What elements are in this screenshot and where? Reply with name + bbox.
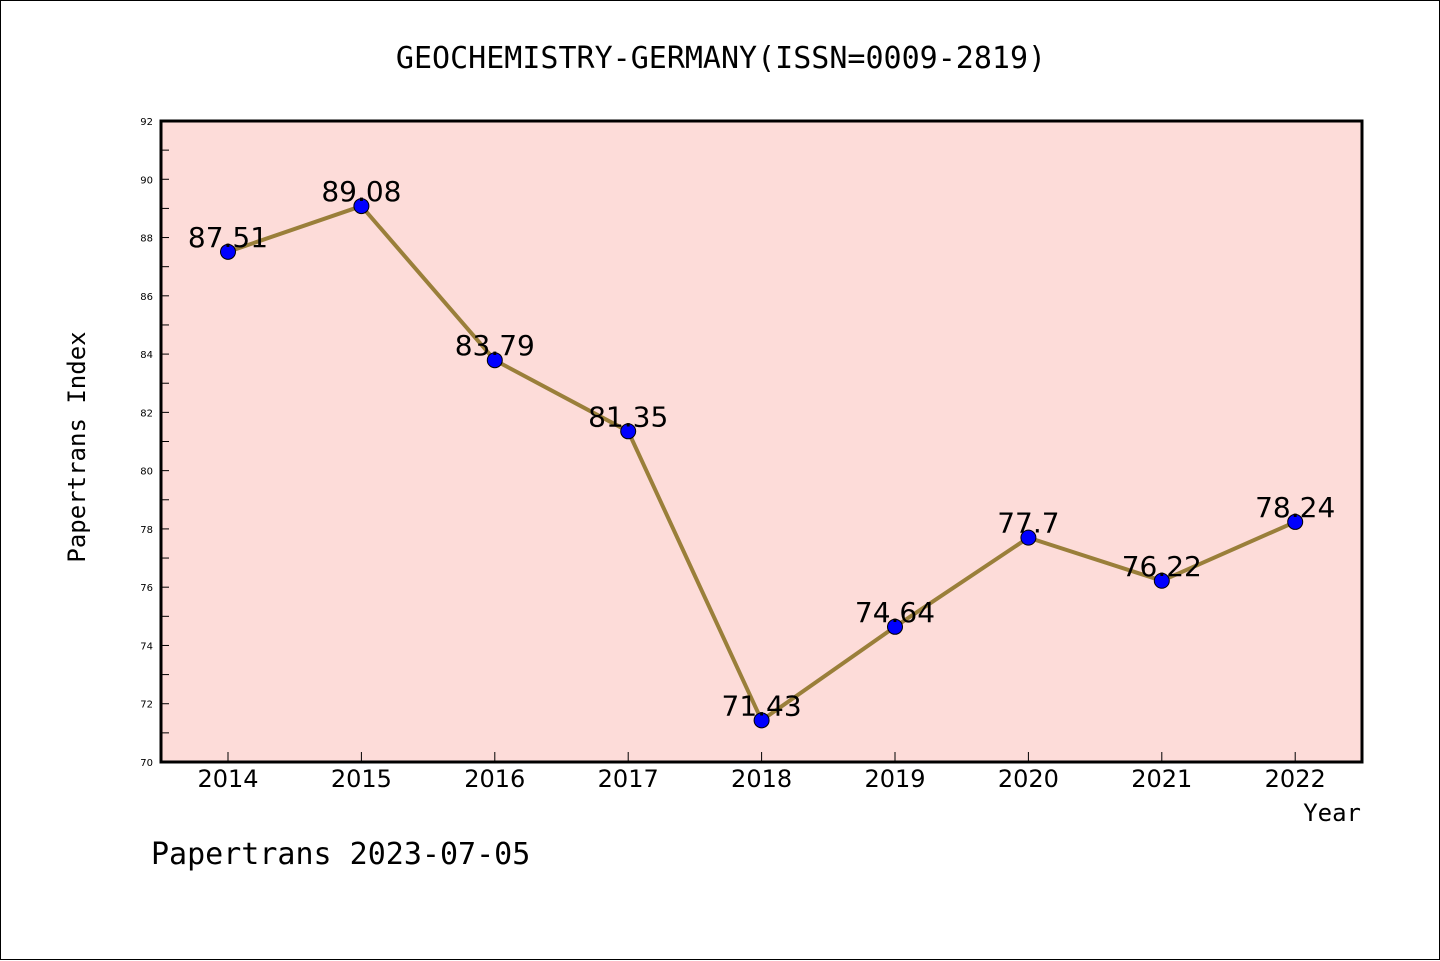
data-label: 74.64 [855, 596, 935, 629]
x-tick-label: 2021 [1131, 765, 1192, 793]
data-point [1153, 572, 1170, 589]
y-axis-ticks: 70 72 74 76 78 80 82 84 86 88 90 92 [140, 117, 169, 769]
plot-area [161, 121, 1362, 762]
data-label: 71.43 [722, 689, 802, 722]
y-tick-label: 88 [140, 234, 153, 245]
y-tick-label: 82 [140, 408, 153, 419]
data-label: 87.51 [188, 221, 268, 254]
data-point [486, 352, 503, 369]
series-layer: 87.51 89.08 83.79 81.35 71.43 74.64 77.7 76.22 7… [188, 175, 1335, 729]
chart-title: GEOCHEMISTRY-GERMANY(ISSN=0009-2819) [396, 41, 1046, 76]
y-tick-label: 72 [140, 700, 153, 711]
y-tick-label: 70 [140, 758, 153, 769]
y-tick-label: 74 [140, 641, 153, 652]
data-point [753, 712, 770, 729]
x-tick-label: 2014 [197, 765, 258, 793]
plot-border [159, 119, 1364, 764]
y-tick-label: 84 [140, 350, 153, 361]
y-tick-label: 86 [140, 292, 153, 303]
footer-credit: Papertrans 2023-07-05 [151, 837, 530, 872]
data-point [887, 618, 903, 635]
x-tick-label: 2016 [464, 765, 525, 793]
data-label: 76.22 [1122, 550, 1202, 583]
data-label: 78.24 [1255, 491, 1335, 524]
x-tick-label: 2022 [1265, 765, 1326, 793]
data-point [620, 423, 637, 440]
y-tick-label: 76 [140, 583, 153, 594]
x-tick-label: 2020 [998, 765, 1059, 793]
data-point [220, 243, 236, 260]
data-label: 83.79 [455, 329, 535, 362]
y-tick-label: 80 [140, 467, 153, 478]
data-point [1020, 529, 1037, 546]
y-axis-label: Papertrans Index [63, 331, 91, 562]
x-tick-label: 2018 [731, 765, 792, 793]
y-tick-label: 78 [140, 525, 153, 536]
data-point [1287, 513, 1304, 530]
x-tick-label: 2017 [598, 765, 659, 793]
x-axis-label: Year [1303, 799, 1361, 827]
y-tick-label: 92 [140, 117, 153, 128]
data-label: 89.08 [321, 175, 401, 208]
x-tick-label: 2015 [331, 765, 392, 793]
data-label: 81.35 [588, 400, 668, 433]
data-point [353, 198, 370, 215]
y-tick-label: 90 [140, 175, 153, 186]
x-tick-label: 2019 [864, 765, 925, 793]
data-label: 77.7 [997, 507, 1059, 540]
x-axis-ticks: 2014 2015 2016 2017 2018 2019 2020 2021 2022 [197, 752, 1326, 793]
